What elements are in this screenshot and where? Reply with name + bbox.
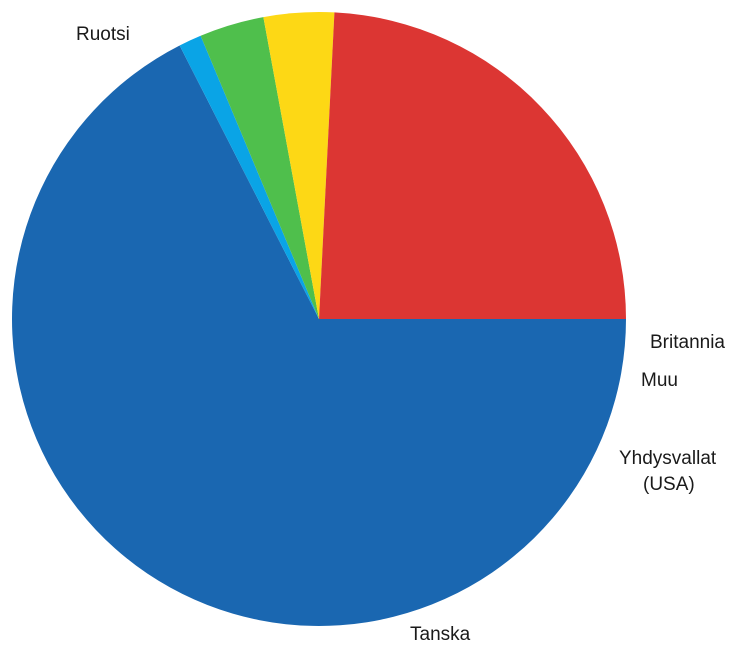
- pie-slices: [11, 12, 627, 626]
- pie-slice-muu: [200, 17, 319, 320]
- slice-label-yhdysvallat: Yhdysvallat: [619, 448, 717, 469]
- pie-slice-ruotsi: [11, 45, 627, 626]
- pie-slice-yhdysvallat-usa: [263, 12, 335, 319]
- slice-label-muu: Muu: [641, 370, 678, 391]
- slice-label-usa: (USA): [643, 474, 695, 495]
- pie-slice-tanska: [319, 12, 626, 319]
- slice-label-ruotsi: Ruotsi: [76, 24, 130, 45]
- slice-label-britannia: Britannia: [650, 332, 725, 353]
- slice-label-tanska: Tanska: [410, 624, 471, 645]
- pie-labels: Ruotsi Britannia Muu Yhdysvallat (USA) T…: [76, 24, 725, 645]
- pie-slice-britannia: [179, 35, 319, 320]
